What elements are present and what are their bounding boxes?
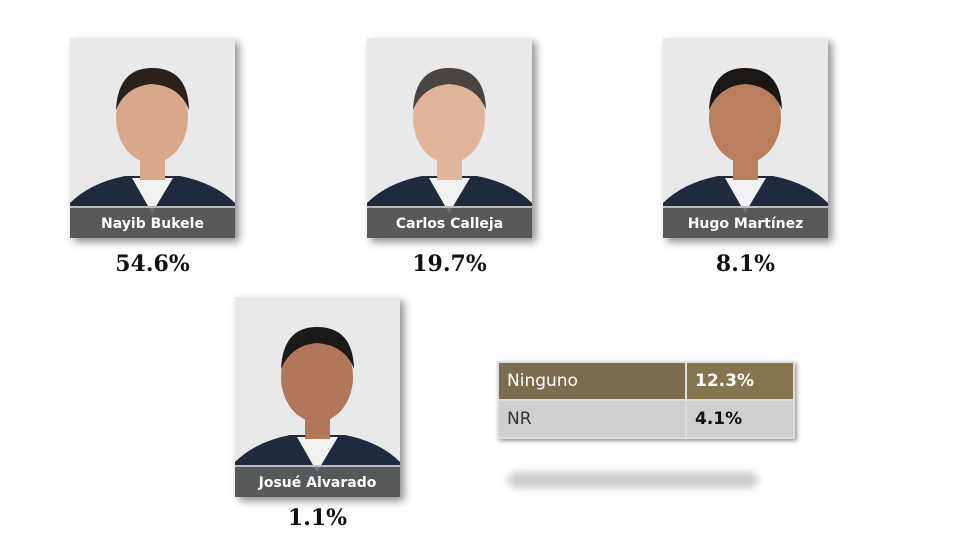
candidate-percent: 1.1% [287, 505, 348, 531]
table-cell: 4.1% [685, 399, 795, 439]
decorative-shadow [508, 472, 758, 488]
candidate-card: Hugo Martínez [663, 38, 828, 238]
candidate-percent: 19.7% [412, 251, 487, 277]
candidate-card: Nayib Bukele [70, 38, 235, 238]
candidate-card: Carlos Calleja [367, 38, 532, 238]
results-table: Ninguno 12.3% NR 4.1% [497, 361, 795, 439]
table-row: Ninguno 12.3% [497, 361, 795, 401]
candidate-name: Josué Alvarado [235, 465, 400, 497]
candidate-percent: 8.1% [715, 251, 776, 277]
table-cell: Ninguno [497, 361, 687, 401]
candidate-name: Nayib Bukele [70, 206, 235, 238]
candidate-name: Hugo Martínez [663, 206, 828, 238]
candidate-card: Josué Alvarado [235, 297, 400, 497]
candidate-name: Carlos Calleja [367, 206, 532, 238]
candidate-photo [367, 38, 532, 238]
candidate-percent: 54.6% [115, 251, 190, 277]
table-row: NR 4.1% [497, 399, 795, 439]
table-cell: NR [497, 399, 687, 439]
table-cell: 12.3% [685, 361, 795, 401]
